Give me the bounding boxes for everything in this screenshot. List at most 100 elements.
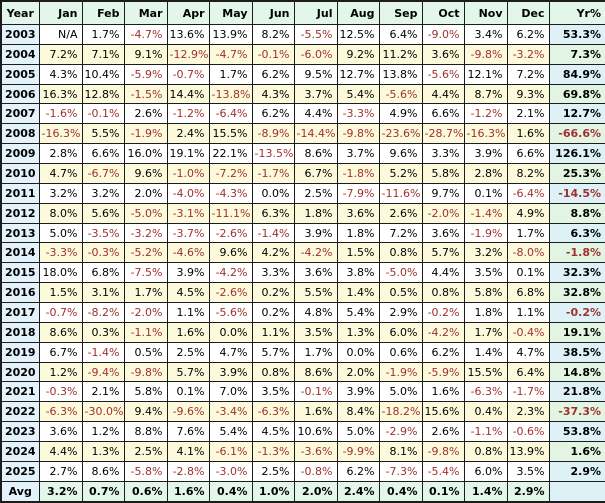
value-cell: -4.2% [208,262,253,284]
table-row: 2018 8.6% 0.3% -1.1% 1.6% 0.0% 1.1% 3.5% 1.3% 6.0… [0,321,605,343]
average-yearly-cell [548,480,605,503]
value-cell: 1.7% [81,24,125,45]
value-cell: -1.4% [81,341,125,363]
table-row: 2015 18.0% 6.8% -7.5% 3.9% -4.2% 3.3% 3.6% 3.8% -… [0,262,605,284]
value-cell: -9.4% [81,361,125,383]
value-cell: 10.4% [81,63,125,85]
value-cell: 5.0% [378,381,423,403]
value-cell: 8.6% [293,143,338,165]
value-cell: 7.1% [81,43,125,65]
value-cell: 13.9% [208,24,253,45]
value-cell: 6.2% [506,24,550,45]
value-cell: 6.3% [251,202,295,224]
value-cell: -0.2% [421,302,465,323]
yearly-return-cell: 12.7% [548,103,605,125]
value-cell: 1.2% [38,361,83,383]
value-cell: -1.9% [463,222,508,244]
value-cell: 2.5% [251,460,295,482]
value-cell: -4.2% [293,242,338,264]
value-cell: 5.7% [166,361,210,383]
value-cell: 6.2% [251,63,295,85]
value-cell: 2.6% [123,103,168,125]
value-cell: -0.7% [38,302,83,323]
value-cell: -3.5% [81,222,125,244]
value-cell: 4.2% [251,242,295,264]
value-cell: 9.3% [506,83,550,105]
value-cell: 0.8% [421,282,465,304]
value-cell: 2.9% [378,302,423,323]
value-cell: 2.6% [421,421,465,443]
value-cell: -4.0% [166,182,210,204]
value-cell: 4.5% [166,282,210,304]
value-cell: 16.0% [123,143,168,165]
column-header: Feb [81,0,125,25]
value-cell: 3.9% [293,222,338,244]
value-cell: -5.9% [123,63,168,85]
value-cell: 6.0% [378,321,423,343]
value-cell: -3.3% [336,103,380,125]
value-cell: -5.6% [421,63,465,85]
value-cell: -1.7% [506,381,550,403]
value-cell: 0.1% [463,182,508,204]
value-cell: -4.2% [421,321,465,343]
value-cell: 4.4% [421,83,465,105]
value-cell: -9.9% [336,441,380,462]
value-cell: -9.8% [123,361,168,383]
value-cell: -2.8% [166,460,210,482]
value-cell: -2.0% [421,202,465,224]
value-cell: -3.0% [208,460,253,482]
value-cell: 19.1% [166,143,210,165]
column-header: Aug [336,0,380,25]
yearly-return-cell: 126.1% [548,143,605,165]
value-cell: 3.6% [421,43,465,65]
value-cell: 12.7% [336,63,380,85]
year-cell: 2021 [0,381,40,403]
value-cell: -3.7% [166,222,210,244]
value-cell: 1.6% [421,381,465,403]
value-cell: 4.9% [506,202,550,224]
value-cell: 3.5% [463,262,508,284]
value-cell: 3.2% [38,182,83,204]
year-cell: 2005 [0,63,40,85]
value-cell: 2.1% [506,103,550,125]
value-cell: 8.8% [123,421,168,443]
column-header: Dec [506,0,550,25]
table-row: 2012 8.0% 5.6% -5.0% -3.1% -11.1% 6.3% 1.8% 3.6%… [0,202,605,224]
table-row: 2003 N/A 1.7% -4.7% 13.6% 13.9% 8.2% -5.5% 12.5%… [0,24,605,45]
value-cell: 5.0% [38,222,83,244]
table-row: 2021 -0.3% 2.1% 5.8% 0.1% 7.0% 3.5% -0.1% 3.9% 5.… [0,381,605,403]
value-cell: 6.0% [463,460,508,482]
value-cell: -6.4% [208,103,253,125]
value-cell: 3.2% [81,182,125,204]
value-cell: 1.6% [166,321,210,343]
column-header: Yr% [548,0,605,25]
value-cell: 3.5% [251,381,295,403]
value-cell: -7.9% [336,182,380,204]
value-cell: 7.2% [378,222,423,244]
value-cell: 12.1% [463,63,508,85]
average-value-cell: 2.4% [336,480,380,503]
value-cell: -13.8% [208,83,253,105]
value-cell: 3.9% [336,381,380,403]
value-cell: 5.0% [336,421,380,443]
value-cell: 4.1% [166,441,210,462]
year-cell: 2011 [0,182,40,204]
value-cell: 8.6% [293,361,338,383]
value-cell: -5.6% [378,83,423,105]
value-cell: 0.1% [166,381,210,403]
value-cell: 9.6% [208,242,253,264]
table-row: 2010 4.7% -6.7% 9.6% -1.0% -7.2% -1.7% 6.7% -1.8… [0,163,605,184]
value-cell: 1.4% [463,341,508,363]
value-cell: -0.3% [81,242,125,264]
value-cell: 2.7% [38,460,83,482]
value-cell: 4.4% [38,441,83,462]
value-cell: -3.2% [123,222,168,244]
yearly-return-cell: -66.6% [548,123,605,145]
value-cell: -1.3% [251,441,295,462]
value-cell: 11.2% [378,43,423,65]
value-cell: 9.5% [293,63,338,85]
value-cell: 7.2% [506,63,550,85]
value-cell: 1.7% [123,282,168,304]
value-cell: -28.7% [421,123,465,145]
value-cell: 3.9% [463,143,508,165]
